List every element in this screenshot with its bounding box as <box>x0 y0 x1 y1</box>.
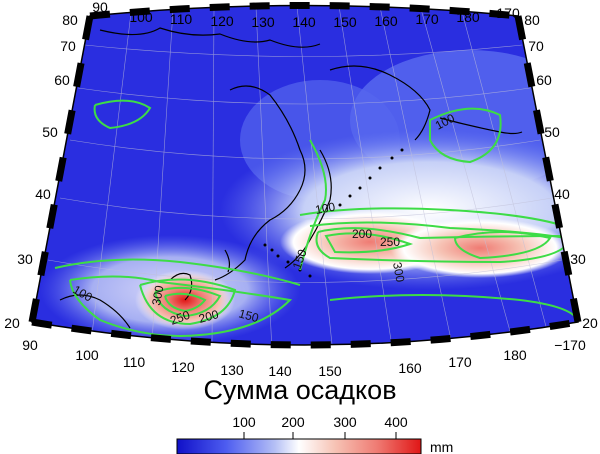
latitude-label: 40 <box>554 186 570 202</box>
longitude-label: 170 <box>415 11 439 27</box>
contour-labels: 100 100 150 100 200 250 300 300 250 200 … <box>71 111 458 328</box>
latitude-label: 60 <box>54 72 70 88</box>
precip-field <box>390 218 570 278</box>
map-title: Сумма осадков <box>203 375 396 405</box>
latitude-label: 70 <box>528 38 544 54</box>
longitude-label: 180 <box>456 9 480 25</box>
latitude-label: 30 <box>17 251 33 267</box>
contour-label: 200 <box>197 307 220 326</box>
map-area: 100 100 150 100 200 250 300 300 250 200 … <box>32 5 578 345</box>
top-longitude-labels: 90 100 110 120 130 140 150 160 170 180 −… <box>92 0 520 30</box>
longitude-label: 130 <box>251 14 275 30</box>
longitude-label: 180 <box>503 347 527 363</box>
latitude-label: 70 <box>60 38 76 54</box>
longitude-label: 90 <box>22 337 38 353</box>
colorbar-ticks <box>243 432 397 439</box>
colorbar-units: mm <box>430 439 453 454</box>
longitude-label: 170 <box>448 354 472 370</box>
longitude-label: 120 <box>210 13 234 29</box>
bottom-longitude-labels: 90 100 110 120 130 140 150 160 170 180 −… <box>22 337 586 379</box>
right-latitude-labels: 20 30 40 50 60 70 80 <box>524 12 598 331</box>
longitude-label: −170 <box>554 337 586 353</box>
coastlines <box>59 27 523 329</box>
latitude-label: 80 <box>62 12 78 28</box>
latitude-label: 40 <box>35 186 51 202</box>
map-frame <box>28 2 582 349</box>
contour-label: 100 <box>314 200 336 217</box>
latitude-label: 60 <box>536 72 552 88</box>
longitude-label: 140 <box>292 14 316 30</box>
longitude-label: 110 <box>170 11 193 27</box>
longitude-label: 110 <box>123 354 146 370</box>
latitude-label: 80 <box>524 12 540 28</box>
contour-label: 200 <box>352 227 372 241</box>
colorbar-tick-label: 100 <box>232 414 256 430</box>
contour-label: 150 <box>290 247 310 271</box>
longitude-label: 100 <box>75 347 99 363</box>
contour-label: 300 <box>390 261 407 283</box>
colorbar-gradient <box>176 438 422 454</box>
longitude-label: 160 <box>374 13 398 29</box>
longitude-label: 160 <box>398 360 422 376</box>
colorbar: 100 200 300 400 mm <box>176 414 453 454</box>
latitude-label: 20 <box>582 315 598 331</box>
contour-lines <box>54 99 578 337</box>
left-latitude-labels: 20 30 40 50 60 70 80 <box>4 12 78 331</box>
colorbar-tick-label: 300 <box>333 414 357 430</box>
colorbar-tick-label: 400 <box>384 414 408 430</box>
contour-label: 150 <box>237 306 260 325</box>
contour-label: 250 <box>168 308 192 328</box>
longitude-label: −170 <box>488 5 520 21</box>
latitude-label: 50 <box>544 124 560 140</box>
longitude-label: 120 <box>171 359 195 375</box>
longitude-label: 130 <box>220 362 244 378</box>
longitude-label: 150 <box>318 363 342 379</box>
contour-label: 300 <box>149 284 166 306</box>
longitude-label: 90 <box>92 0 108 15</box>
latitude-label: 20 <box>4 315 20 331</box>
longitude-label: 140 <box>268 363 292 379</box>
longitude-label: 150 <box>333 14 357 30</box>
latitude-label: 30 <box>570 251 586 267</box>
longitude-label: 100 <box>129 9 153 25</box>
latitude-label: 50 <box>42 124 58 140</box>
colorbar-tick-label: 200 <box>281 414 305 430</box>
contour-label: 250 <box>380 235 400 249</box>
